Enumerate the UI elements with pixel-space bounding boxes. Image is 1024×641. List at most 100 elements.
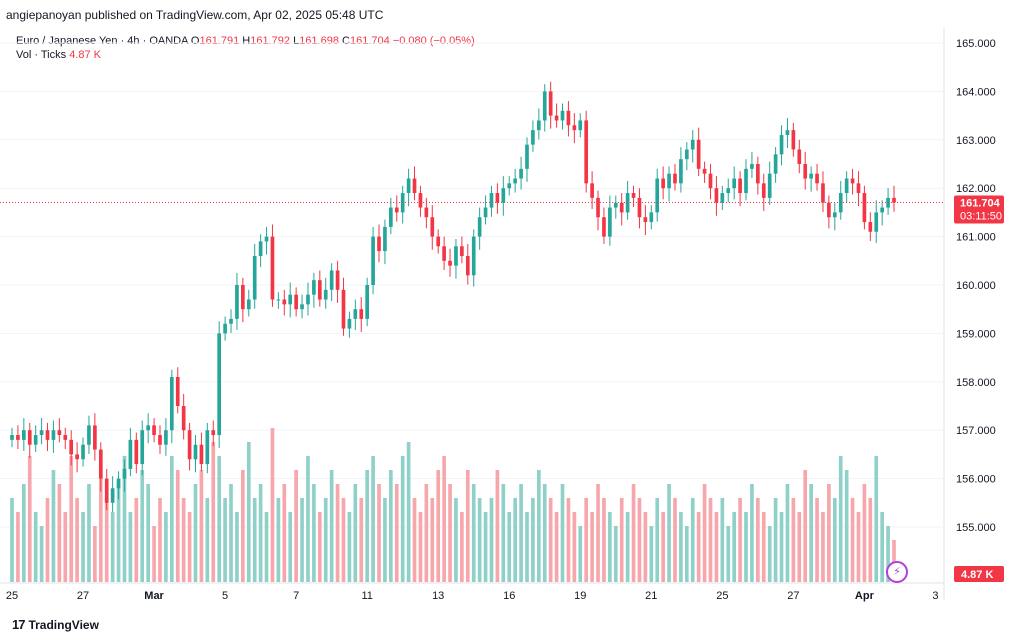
volume-bar xyxy=(548,498,553,582)
volume-bar xyxy=(460,512,464,582)
symbol-title[interactable]: Euro / Japanese Yen · 4h · OANDA xyxy=(16,35,188,47)
volume-tag-value: 4.87 K xyxy=(961,569,993,581)
volume-bar xyxy=(27,456,32,582)
candle-body xyxy=(773,154,778,174)
candle-body xyxy=(377,236,381,252)
volume-bar xyxy=(317,512,322,582)
volume-label[interactable]: Vol · Ticks xyxy=(16,49,67,61)
candle-body xyxy=(874,212,879,232)
volume-bar xyxy=(827,484,831,582)
candle-body xyxy=(158,435,162,445)
volume-bar xyxy=(75,498,79,582)
volume-bar xyxy=(241,470,245,582)
volume-bar xyxy=(536,470,541,582)
volume-bar xyxy=(116,484,121,582)
candle-body xyxy=(264,236,269,242)
candle-body xyxy=(75,454,79,460)
price-tag-value: 161.704 xyxy=(960,198,1001,210)
volume-bar xyxy=(276,498,281,582)
candle-body xyxy=(211,430,216,436)
y-tick-label: 162.000 xyxy=(956,183,996,195)
candle-body xyxy=(347,318,352,329)
volume-bar xyxy=(631,484,636,582)
candle-body xyxy=(306,294,310,305)
volume-bar xyxy=(643,512,648,582)
volume-bar xyxy=(282,484,287,582)
volume-bar xyxy=(619,498,624,582)
y-tick-label: 159.000 xyxy=(956,328,996,340)
volume-bar xyxy=(696,512,701,582)
volume-bar xyxy=(886,526,890,582)
volume-bar xyxy=(39,526,44,582)
volume-bar xyxy=(229,484,233,582)
candle-body xyxy=(465,255,470,276)
volume-bar xyxy=(424,484,429,582)
change-value: −0.080 (−0.05%) xyxy=(392,35,475,47)
chart-legend: Euro / Japanese Yen · 4h · OANDA O161.79… xyxy=(16,34,475,62)
candle-body xyxy=(169,376,174,431)
volume-bar xyxy=(880,512,884,582)
volume-bar xyxy=(844,470,849,582)
volume-bar xyxy=(406,442,411,582)
volume-bar xyxy=(779,512,784,582)
candle-body xyxy=(684,149,689,160)
volume-bar xyxy=(578,526,583,582)
candle-body xyxy=(821,183,825,203)
price-tag-bg xyxy=(954,195,1004,224)
candle-body xyxy=(483,207,488,218)
volume-bar xyxy=(655,498,660,582)
volume-bar xyxy=(365,470,370,582)
close-label: C xyxy=(342,35,350,47)
candle-body xyxy=(359,309,364,319)
volume-bar xyxy=(590,512,594,582)
volume-bar xyxy=(199,470,204,582)
candle-body xyxy=(217,333,222,436)
volume-bar xyxy=(181,498,186,582)
volume-bar xyxy=(10,498,14,582)
candle-body xyxy=(193,444,198,460)
volume-bar xyxy=(448,484,452,582)
volume-bar xyxy=(602,498,606,582)
candle-body xyxy=(424,207,429,218)
bolt-icon[interactable]: ⚡ xyxy=(886,561,908,583)
candle-body xyxy=(554,115,559,121)
volume-bar xyxy=(773,498,778,582)
candle-body xyxy=(560,110,565,121)
volume-bar xyxy=(702,484,707,582)
candle-body xyxy=(87,425,91,445)
volume-bar xyxy=(690,498,695,582)
candle-body xyxy=(655,178,660,213)
volume-bar xyxy=(608,512,612,582)
volume-bar xyxy=(625,512,630,582)
candle-body xyxy=(110,488,115,503)
volume-bar xyxy=(187,512,192,582)
x-tick-label: 21 xyxy=(645,590,657,602)
high-value: 161.792 xyxy=(250,35,290,47)
volume-bar xyxy=(761,512,766,582)
volume-bar xyxy=(412,498,417,582)
volume-bar xyxy=(661,512,665,582)
candle-body xyxy=(246,299,251,310)
candle-body xyxy=(744,168,748,194)
candle-body xyxy=(288,294,293,305)
volume-bar xyxy=(868,498,873,582)
brand-name: TradingView xyxy=(28,617,99,632)
volume-bar xyxy=(246,442,251,582)
candle-body xyxy=(164,430,168,445)
candle-body xyxy=(732,178,737,189)
candle-body xyxy=(679,159,683,184)
x-tick-label: 25 xyxy=(716,590,728,602)
volume-bar xyxy=(110,512,115,582)
candle-body xyxy=(122,468,127,479)
candle-body xyxy=(16,435,20,440)
volume-bar xyxy=(714,512,719,582)
candle-body xyxy=(572,125,577,131)
candle-body xyxy=(282,299,287,305)
candle-body xyxy=(146,425,150,431)
volume-bar xyxy=(389,470,393,582)
candle-body xyxy=(418,193,423,208)
volume-bar xyxy=(821,512,825,582)
volume-bar xyxy=(797,512,802,582)
volume-bar xyxy=(584,498,589,582)
